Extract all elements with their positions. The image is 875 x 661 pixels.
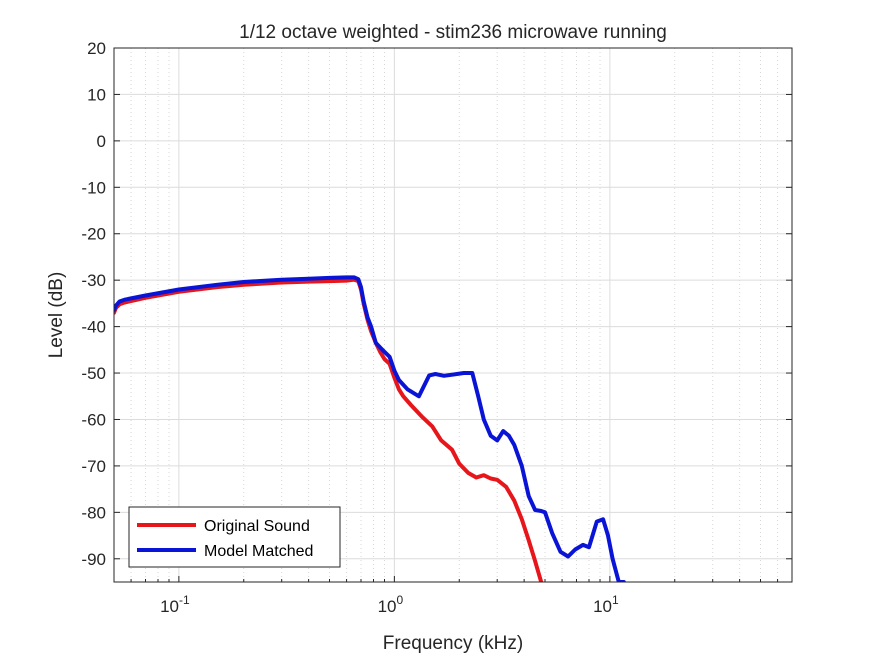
- x-tick-label: 100: [378, 593, 404, 616]
- y-tick-label: 20: [87, 39, 106, 58]
- legend: Original Sound Model Matched: [128, 506, 341, 568]
- plot-area: [114, 48, 792, 582]
- y-tick-label: -20: [81, 225, 106, 244]
- y-tick-label: -90: [81, 550, 106, 569]
- legend-box: [128, 506, 341, 568]
- y-axis-label: Level (dB): [46, 272, 67, 359]
- x-tick-label: 10-1: [160, 593, 190, 616]
- series-line-original-sound: [114, 277, 544, 582]
- chart-title: 1/12 octave weighted - stim236 microwave…: [239, 22, 667, 43]
- x-tick-label: 101: [593, 593, 619, 616]
- y-tick-label: -10: [81, 178, 106, 197]
- y-tick-label: -40: [81, 318, 106, 337]
- y-tick-label: -30: [81, 271, 106, 290]
- y-tick-label: -80: [81, 503, 106, 522]
- plot-frame: [113, 47, 793, 583]
- series-line-model-matched: [114, 275, 626, 582]
- legend-label-model-matched: Model Matched: [204, 543, 313, 560]
- y-tick-label: -70: [81, 457, 106, 476]
- legend-label-original-sound: Original Sound: [204, 518, 310, 535]
- y-tick-label: 0: [97, 132, 106, 151]
- y-tick-label: 10: [87, 85, 106, 104]
- y-tick-label: -60: [81, 410, 106, 429]
- y-tick-label: -50: [81, 364, 106, 383]
- x-axis-label: Frequency (kHz): [383, 633, 523, 654]
